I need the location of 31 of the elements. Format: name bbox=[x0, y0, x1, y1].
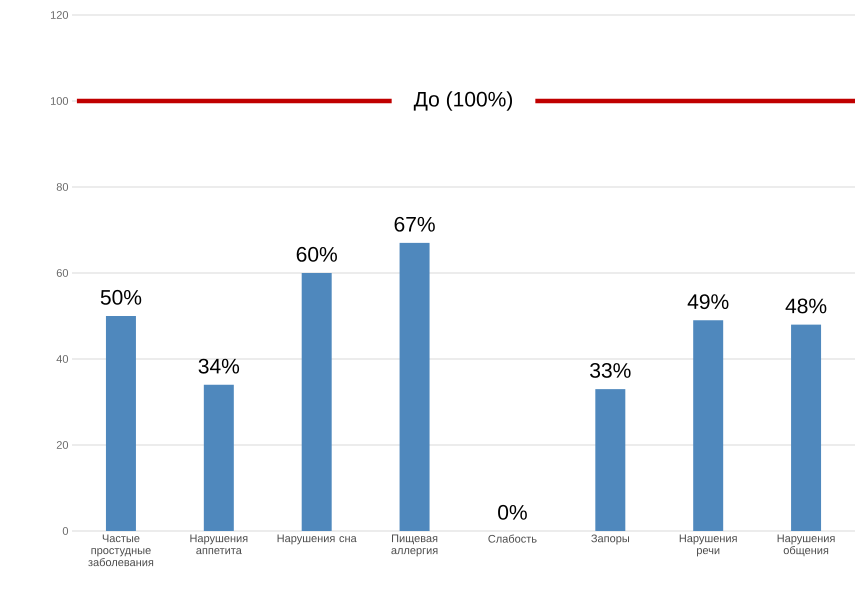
y-tick-label: 0 bbox=[62, 527, 68, 535]
x-tick-label: Запоры bbox=[591, 534, 629, 544]
x-tick-label: Нарушения общения bbox=[778, 534, 835, 556]
x-tick-label: Нарушения сна bbox=[278, 534, 357, 544]
y-tick-label: 120 bbox=[50, 11, 68, 19]
data-label: 60% bbox=[296, 246, 337, 262]
bar bbox=[204, 384, 234, 531]
data-label: 49% bbox=[688, 294, 728, 310]
bar bbox=[693, 320, 724, 531]
y-tick-label: 60 bbox=[56, 269, 68, 277]
data-label: 34% bbox=[198, 358, 240, 374]
data-label: 48% bbox=[786, 298, 826, 314]
x-tick-label: Частые простудные заболевания bbox=[88, 534, 154, 566]
ref-line-label: До (100%) bbox=[414, 91, 512, 111]
x-tick-label: Нарушения речи bbox=[680, 534, 737, 556]
bar bbox=[400, 242, 430, 531]
y-tick-label: 20 bbox=[56, 441, 68, 449]
data-label: 67% bbox=[394, 216, 435, 232]
data-label: 33% bbox=[590, 363, 631, 378]
bar bbox=[791, 324, 822, 531]
data-label: 0% bbox=[498, 504, 527, 520]
x-tick-label: Нарушения аппетита bbox=[190, 534, 248, 554]
x-tick-label: Пищевая аллергия bbox=[391, 534, 438, 556]
bar bbox=[106, 316, 136, 531]
bar bbox=[302, 272, 332, 531]
y-tick-label: 100 bbox=[50, 97, 68, 105]
x-tick-label: Слабость bbox=[488, 534, 537, 543]
data-label: 50% bbox=[100, 290, 142, 305]
y-tick-label: 40 bbox=[56, 355, 68, 363]
y-tick-label: 80 bbox=[56, 183, 68, 191]
bar bbox=[595, 389, 626, 531]
